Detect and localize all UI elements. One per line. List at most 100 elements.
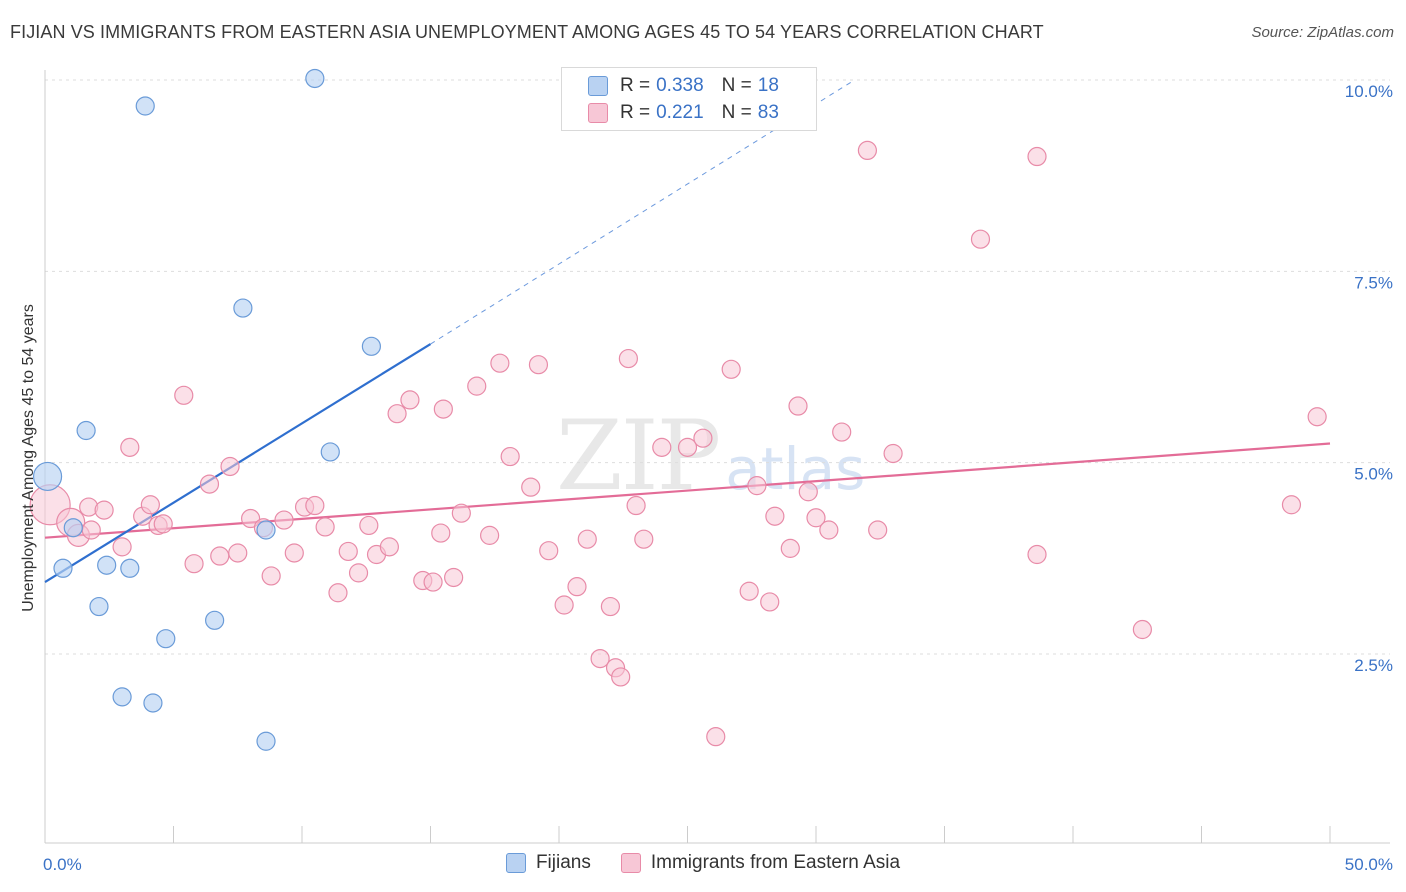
data-point-immigrants-eastern-asia <box>798 482 818 502</box>
data-point-immigrants-eastern-asia <box>274 510 294 530</box>
trend-line-immigrants-eastern-asia <box>44 442 1331 539</box>
data-point-immigrants-eastern-asia <box>693 428 713 448</box>
data-point-immigrants-eastern-asia <box>806 508 826 528</box>
data-point-immigrants-eastern-asia <box>112 537 132 557</box>
data-point-immigrants-eastern-asia <box>379 537 399 557</box>
x-tick-label-left: 0.0% <box>43 855 82 874</box>
data-point-immigrants-eastern-asia <box>94 500 114 520</box>
fijians-swatch <box>505 853 526 873</box>
data-point-immigrants-eastern-asia <box>626 495 646 516</box>
data-point-immigrants-eastern-asia <box>423 572 443 592</box>
data-point-fijians <box>76 420 96 441</box>
data-point-immigrants-eastern-asia <box>338 541 358 562</box>
data-point-immigrants-eastern-asia <box>652 437 672 457</box>
data-point-immigrants-eastern-asia <box>431 523 451 543</box>
tick-labels: 2.5% 5.0% 7.5% 10.0% 0.0% 50.0% <box>43 82 1393 874</box>
data-point-immigrants-eastern-asia <box>739 581 759 601</box>
r-label: R = <box>620 75 651 96</box>
data-point-immigrants-eastern-asia <box>284 543 304 563</box>
data-point-immigrants-eastern-asia <box>634 529 654 549</box>
data-point-immigrants-eastern-asia <box>490 353 510 373</box>
trend-lines <box>44 79 1331 583</box>
series-legend: Fijians Immigrants from Eastern Asia <box>0 852 1406 874</box>
data-point-immigrants-eastern-asia <box>857 140 878 161</box>
chart-title: FIJIAN VS IMMIGRANTS FROM EASTERN ASIA U… <box>10 22 1044 42</box>
data-point-immigrants-eastern-asia <box>400 390 420 410</box>
n-value: 18 <box>757 75 779 96</box>
data-point-fijians <box>97 555 117 575</box>
data-point-fijians <box>205 610 225 630</box>
data-point-immigrants-eastern-asia <box>677 437 698 457</box>
data-point-immigrants-eastern-asia <box>387 404 407 424</box>
legend-item-fijians[interactable]: Fijians <box>505 852 591 874</box>
data-point-immigrants-eastern-asia <box>261 566 281 586</box>
data-point-immigrants-eastern-asia <box>451 503 471 523</box>
data-point-fijians <box>156 629 176 649</box>
data-point-fijians <box>143 693 163 713</box>
data-point-immigrants-eastern-asia <box>554 595 574 615</box>
data-point-immigrants-eastern-asia <box>220 456 240 477</box>
data-point-fijians <box>233 298 253 318</box>
data-point-fijians <box>112 687 132 707</box>
trend-line-fijians-extension <box>430 79 855 345</box>
legend-item-asia[interactable]: Immigrants from Eastern Asia <box>620 852 900 874</box>
watermark-atlas: atlas <box>725 435 866 503</box>
data-point-fijians <box>135 96 155 116</box>
legend-row-asia: R = 0.221 N = 83 <box>588 100 797 126</box>
data-point-immigrants-eastern-asia <box>433 399 453 419</box>
n-label: N = <box>721 102 752 123</box>
data-point-immigrants-eastern-asia <box>528 355 549 375</box>
y-axis-label: Unemployment Among Ages 45 to 54 years <box>20 304 37 612</box>
data-point-immigrants-eastern-asia <box>819 520 839 540</box>
data-point-immigrants-eastern-asia <box>315 517 335 537</box>
data-point-immigrants-eastern-asia <box>79 497 99 517</box>
data-point-immigrants-eastern-asia <box>590 648 610 669</box>
y-tick-label: 10.0% <box>1345 82 1393 101</box>
asia-swatch <box>620 853 641 873</box>
data-point-immigrants-eastern-asia <box>1132 619 1152 640</box>
legend-row-fijians: R = 0.338 N = 18 <box>588 73 797 99</box>
data-point-immigrants-eastern-asia <box>305 495 325 516</box>
data-point-immigrants-eastern-asia <box>81 520 101 540</box>
x-tick-label-right: 50.0% <box>1345 855 1393 874</box>
data-point-immigrants-eastern-asia <box>618 348 638 369</box>
data-point-immigrants-eastern-asia <box>210 546 230 566</box>
axes <box>44 70 1390 844</box>
data-point-immigrants-eastern-asia <box>1281 495 1302 515</box>
data-point-immigrants-eastern-asia <box>184 554 204 574</box>
data-point-immigrants-eastern-asia <box>539 541 559 561</box>
data-point-immigrants-eastern-asia <box>228 543 248 563</box>
data-point-immigrants-eastern-asia <box>1307 407 1327 427</box>
data-point-fijians <box>32 461 63 492</box>
data-point-fijians <box>305 68 325 89</box>
data-point-immigrants-eastern-asia <box>780 538 800 558</box>
y-tick-label: 5.0% <box>1354 465 1393 484</box>
legend-label-fijians: Fijians <box>535 852 591 873</box>
data-point-immigrants-eastern-asia <box>765 506 785 526</box>
data-point-immigrants-eastern-asia <box>359 515 379 536</box>
data-point-fijians <box>63 518 83 538</box>
data-point-fijians <box>256 731 276 751</box>
data-point-fijians <box>53 558 73 578</box>
y-tick-label: 2.5% <box>1354 656 1393 675</box>
r-label: R = <box>620 102 651 123</box>
data-point-immigrants-eastern-asia <box>348 563 369 583</box>
data-point-immigrants-eastern-asia <box>199 474 220 494</box>
data-point-immigrants-eastern-asia <box>721 359 741 379</box>
data-point-immigrants-eastern-asia <box>521 477 541 497</box>
data-point-immigrants-eastern-asia <box>467 376 487 396</box>
data-point-immigrants-eastern-asia <box>1027 146 1047 167</box>
r-value: 0.221 <box>656 102 704 123</box>
data-point-immigrants-eastern-asia <box>328 583 348 603</box>
data-point-immigrants-eastern-asia <box>706 727 726 747</box>
data-point-immigrants-eastern-asia <box>611 667 631 687</box>
data-point-immigrants-eastern-asia <box>577 529 597 549</box>
data-point-fijians <box>120 558 140 578</box>
data-point-immigrants-eastern-asia <box>868 520 888 540</box>
gridlines <box>45 79 1390 655</box>
data-point-immigrants-eastern-asia <box>883 443 903 464</box>
correlation-legend: R = 0.338 N = 18 R = 0.221 N = 83 <box>561 67 817 131</box>
asia-swatch <box>588 103 608 123</box>
series-immigrants-eastern-asia <box>29 140 1327 747</box>
